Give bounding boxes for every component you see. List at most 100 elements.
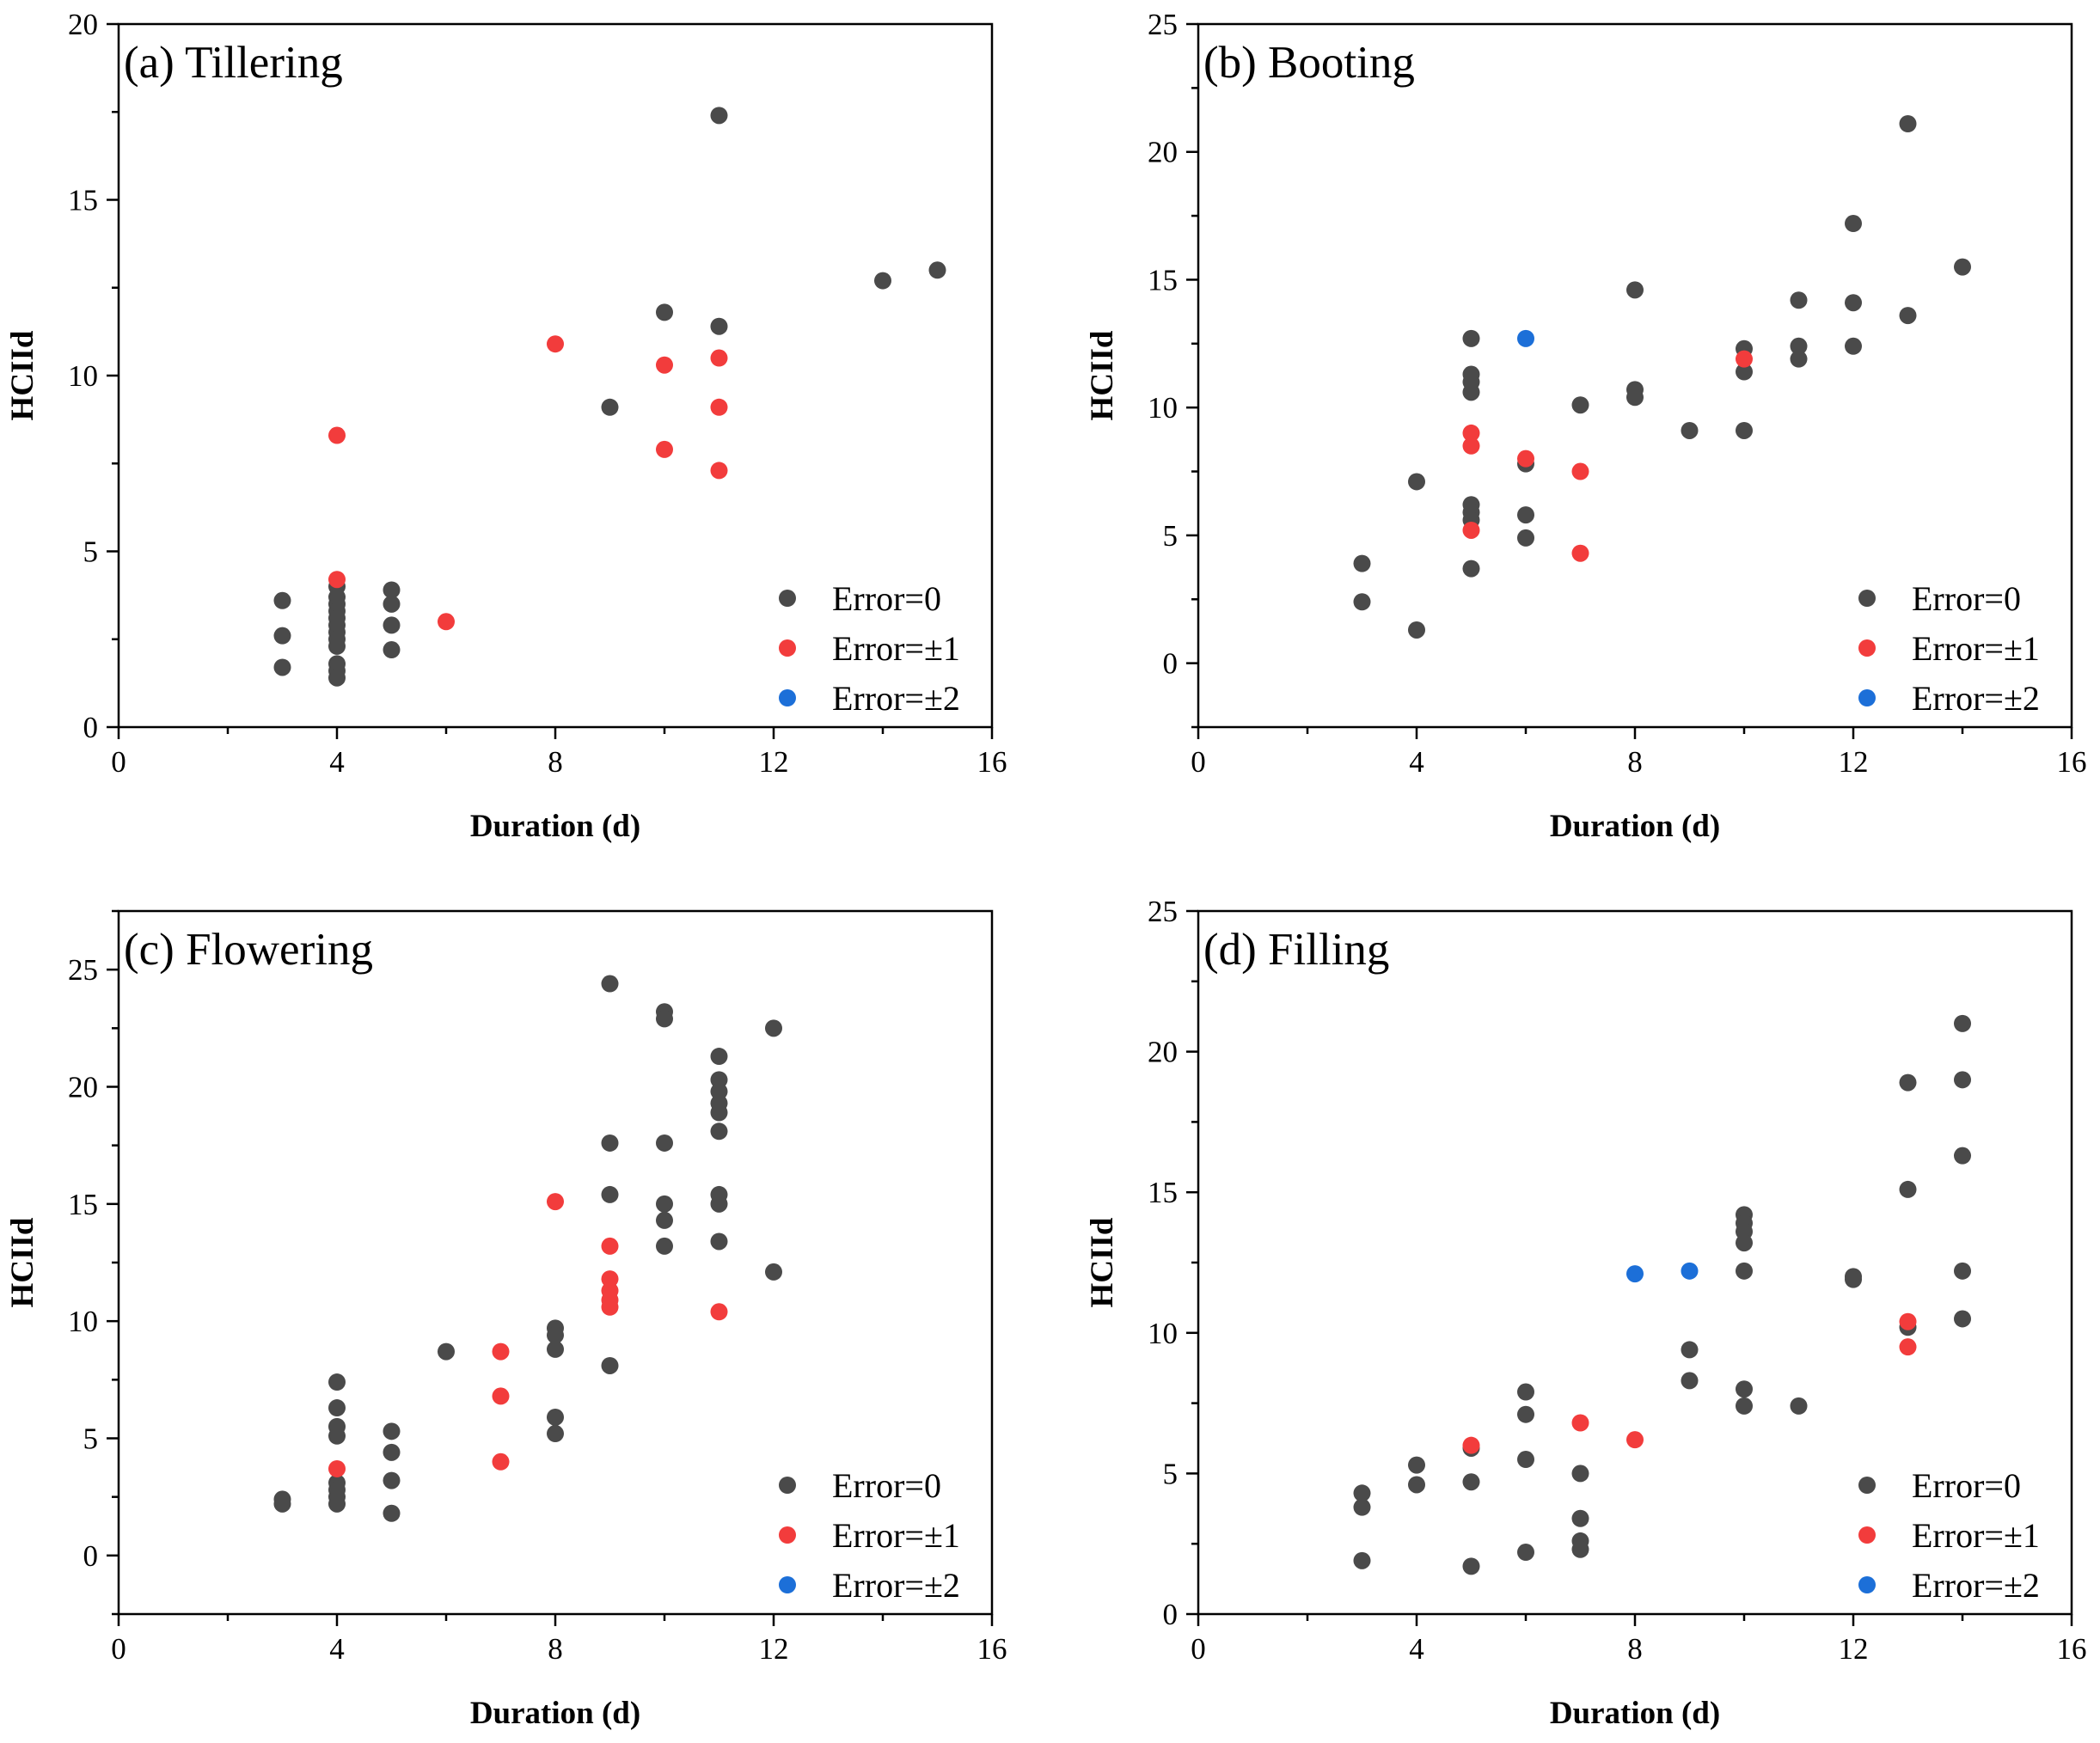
data-point: [1681, 1341, 1699, 1359]
data-point: [492, 1342, 510, 1361]
data-point: [1681, 1262, 1699, 1280]
y-axis-title: HCIId: [1085, 1217, 1120, 1307]
y-tick-label: 5: [83, 1422, 99, 1456]
data-point: [710, 349, 728, 367]
data-point: [1899, 1312, 1917, 1330]
data-point: [1790, 350, 1808, 368]
plot-frame: [117, 22, 994, 729]
data-point: [1462, 521, 1480, 539]
data-point: [1353, 1551, 1371, 1569]
x-tick-label: 12: [759, 745, 789, 779]
data-point: [1517, 1451, 1534, 1469]
legend-label: Error=0: [832, 1466, 941, 1505]
y-tick-label: 0: [1163, 647, 1179, 681]
y-tick-label: 15: [1148, 1176, 1178, 1209]
panel-flowering: 0 4 8 12 16 0 5 10 15 20 25 Duration (d) HCIId (c) Fl…: [5, 909, 1007, 1731]
data-point: [1790, 337, 1808, 355]
plot-frame: [1197, 909, 2073, 1616]
legend-marker: [1858, 1477, 1876, 1494]
legend-label: Error=±2: [1912, 1566, 2040, 1605]
legend-label: Error=±2: [832, 1566, 960, 1605]
x-tick-label: 0: [111, 1632, 126, 1666]
x-tick-label: 16: [2057, 1632, 2087, 1666]
data-point: [765, 1263, 782, 1281]
legend-marker: [779, 590, 796, 607]
panel-title: (c) Flowering: [124, 925, 373, 975]
data-point: [1899, 307, 1917, 325]
y-tick-label: 5: [1163, 519, 1179, 553]
data-point: [1736, 1234, 1753, 1252]
plot-frame: [117, 909, 994, 1616]
y-tick-label: 20: [1148, 136, 1178, 169]
y-tick-label: 15: [1148, 263, 1178, 297]
data-point: [1626, 388, 1644, 407]
y-tick-label: 0: [1163, 1598, 1179, 1631]
data-point: [1571, 1414, 1589, 1432]
y-tick-label: 5: [83, 535, 99, 569]
y-tick-label: 25: [1148, 8, 1178, 41]
data-point: [601, 1134, 619, 1152]
legend-label: Error=±1: [1912, 629, 2040, 668]
data-point: [928, 261, 946, 279]
data-point: [1681, 421, 1699, 439]
data-point: [1736, 363, 1753, 381]
data-point: [1353, 593, 1371, 611]
data-point: [1736, 421, 1753, 439]
y-tick-label: 10: [1148, 391, 1178, 425]
data-point: [1517, 1544, 1534, 1562]
data-point: [273, 1495, 291, 1513]
legend-label: Error=±1: [1912, 1516, 2040, 1555]
data-point: [601, 1237, 619, 1255]
data-point: [547, 1408, 564, 1426]
legend-marker: [1858, 689, 1876, 706]
data-point: [1462, 424, 1480, 442]
x-tick-label: 0: [1191, 1632, 1206, 1666]
legend-marker: [1858, 639, 1876, 657]
data-point: [492, 1387, 510, 1405]
data-point: [1517, 506, 1534, 524]
legend-label: Error=0: [1912, 579, 2021, 618]
data-point: [656, 1211, 673, 1229]
data-point: [1626, 281, 1644, 299]
data-point: [710, 317, 728, 335]
data-point: [601, 1298, 619, 1316]
data-point: [1899, 1073, 1917, 1092]
panel-tillering: 0 4 8 12 16 0 5 10 15 20 Duration (d) HCIId (a) Till…: [5, 8, 1007, 844]
data-point: [1845, 215, 1862, 233]
data-point: [547, 1326, 564, 1344]
x-tick-label: 4: [329, 1632, 345, 1666]
data-point: [601, 398, 619, 416]
data-point: [547, 1193, 564, 1211]
data-point: [273, 658, 291, 676]
data-point: [1954, 258, 1971, 276]
data-point: [710, 1232, 728, 1251]
data-point: [547, 1425, 564, 1443]
data-point: [1681, 1372, 1699, 1390]
data-point: [710, 462, 728, 480]
data-point: [1845, 294, 1862, 312]
data-point: [1462, 329, 1480, 347]
y-tick-label: 0: [83, 711, 99, 744]
data-point: [1462, 560, 1480, 578]
legend-marker: [779, 1526, 796, 1544]
x-tick-label: 8: [1627, 745, 1643, 779]
data-point: [1408, 621, 1425, 639]
data-point: [710, 107, 728, 125]
data-point: [1571, 544, 1589, 562]
x-tick-label: 4: [1409, 745, 1424, 779]
x-tick-label: 4: [329, 745, 345, 779]
data-point: [1954, 1147, 1971, 1165]
legend-label: Error=0: [832, 579, 941, 618]
data-point: [328, 1495, 346, 1513]
y-tick-label: 10: [1148, 1317, 1178, 1350]
x-axis-title: Duration (d): [470, 1696, 640, 1731]
data-point: [1408, 1476, 1425, 1494]
data-point: [1517, 529, 1534, 547]
x-tick-label: 4: [1409, 1632, 1424, 1666]
data-point: [1462, 1473, 1480, 1491]
data-point: [383, 1504, 401, 1522]
data-point: [1790, 291, 1808, 309]
y-tick-label: 20: [68, 1071, 98, 1104]
data-point: [656, 440, 673, 458]
